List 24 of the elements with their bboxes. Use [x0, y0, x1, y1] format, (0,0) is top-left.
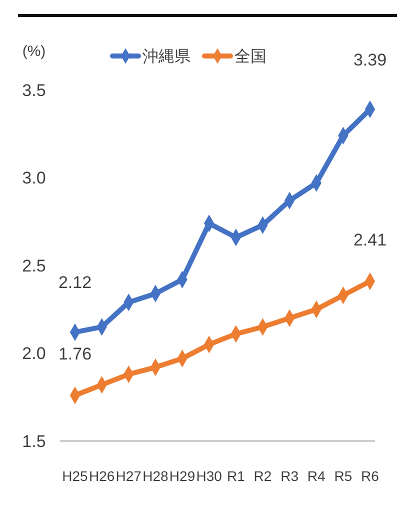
x-tick-label: H28 — [142, 468, 169, 484]
x-tick-label: H27 — [116, 468, 142, 484]
legend-label: 全国 — [234, 46, 266, 66]
x-tick-label: R5 — [334, 468, 352, 484]
x-tick-label: H29 — [169, 468, 196, 484]
data-label: 2.12 — [58, 273, 92, 292]
x-tick-label: R3 — [280, 468, 299, 484]
y-tick-label: 2.5 — [22, 256, 46, 276]
x-tick-label: R1 — [226, 468, 246, 484]
y-axis-title: (%) — [22, 43, 46, 60]
y-tick-label: 3.5 — [22, 80, 46, 100]
data-label: 1.76 — [58, 344, 92, 364]
x-tick-label: H30 — [196, 468, 222, 484]
legend-label: 沖縄県 — [142, 46, 190, 66]
x-tick-label: R6 — [361, 468, 380, 484]
y-tick-label: 2.0 — [22, 344, 46, 364]
x-tick-label: H26 — [88, 468, 115, 484]
y-tick-label: 3.0 — [22, 168, 46, 188]
x-tick-label: H25 — [62, 468, 88, 484]
x-tick-label: R4 — [307, 468, 326, 484]
data-label: 2.41 — [353, 230, 387, 250]
x-tick-label: R2 — [254, 468, 272, 484]
data-label: 3.39 — [353, 50, 387, 70]
y-tick-label: 1.5 — [22, 432, 46, 451]
